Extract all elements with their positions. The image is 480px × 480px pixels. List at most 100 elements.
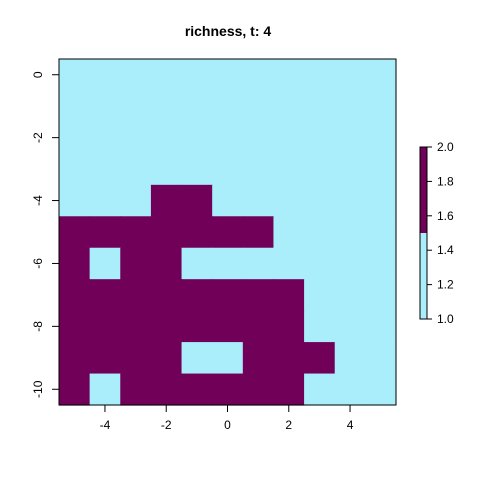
x-tick-label: 4 — [347, 418, 354, 432]
heatmap-cell — [242, 373, 275, 406]
heatmap-cell — [304, 216, 336, 249]
colorbar-tick-label: 2.0 — [437, 140, 454, 154]
heatmap-cell — [89, 342, 121, 375]
heatmap-cell — [334, 153, 366, 186]
heatmap-cell — [89, 90, 121, 123]
heatmap-cell — [181, 59, 213, 92]
heatmap-cell — [89, 373, 121, 406]
heatmap-cell — [273, 121, 305, 154]
x-tick-label: -4 — [100, 418, 111, 432]
heatmap-cell — [242, 184, 275, 217]
heatmap-cell — [150, 373, 183, 406]
heatmap-cell — [365, 247, 397, 280]
heatmap-cell — [212, 373, 244, 406]
heatmap-cell — [273, 310, 305, 343]
heatmap-cell — [181, 279, 213, 312]
heatmap-cell — [181, 153, 213, 186]
heatmap-cell — [59, 247, 91, 280]
heatmap-cell — [181, 216, 213, 249]
heatmap-cell — [212, 153, 244, 186]
heatmap-cell — [212, 216, 244, 249]
heatmap-cell — [365, 184, 397, 217]
colorbar-border — [419, 146, 428, 320]
heatmap-cell — [365, 90, 397, 123]
heatmap-cell — [59, 153, 91, 186]
heatmap-cell — [273, 373, 305, 406]
colorbar-tick-label: 1.6 — [437, 209, 454, 223]
heatmap-cell — [120, 247, 152, 280]
heatmap-cell — [150, 247, 183, 280]
y-axis: 0 -2 -4 -6 -8 -10 — [31, 71, 60, 398]
heatmap-cell — [150, 121, 183, 154]
heatmap-cell — [59, 373, 91, 406]
colorbar-tick-label: 1.4 — [437, 243, 454, 257]
heatmap-cell — [334, 310, 366, 343]
heatmap-cell — [304, 279, 336, 312]
heatmap-cell — [273, 247, 305, 280]
y-tick-label: -4 — [31, 195, 45, 206]
heatmap-cell — [304, 59, 336, 92]
heatmap-cell — [242, 59, 275, 92]
heatmap-cell — [181, 373, 213, 406]
heatmap-cell — [365, 153, 397, 186]
heatmap-cell — [59, 59, 91, 92]
heatmap-cell — [120, 279, 152, 312]
heatmap-cell — [120, 310, 152, 343]
heatmap-cell — [150, 59, 183, 92]
y-tick-label: -6 — [31, 258, 45, 269]
heatmap-cell — [212, 90, 244, 123]
heatmap-cell — [334, 184, 366, 217]
heatmap-cell — [242, 310, 275, 343]
y-tick-label: -2 — [31, 132, 45, 143]
heatmap-cell — [89, 184, 121, 217]
colorbar-tick-label: 1.8 — [437, 174, 454, 188]
heatmap-cell — [150, 90, 183, 123]
y-tick-label: 0 — [31, 71, 45, 78]
heatmap-cell — [120, 373, 152, 406]
heatmap-cell — [89, 279, 121, 312]
heatmap-cell — [304, 373, 336, 406]
heatmap-cell — [273, 216, 305, 249]
heatmap-cell — [150, 310, 183, 343]
heatmap-cell — [150, 216, 183, 249]
heatmap-cell — [242, 216, 275, 249]
heatmap-cell — [89, 59, 121, 92]
colorbar-tick-label: 1.0 — [437, 312, 454, 326]
heatmap-cell — [89, 216, 121, 249]
heatmap-cell — [304, 184, 336, 217]
heatmap-cell — [212, 310, 244, 343]
heatmap-cell — [59, 342, 91, 375]
heatmap-cell — [212, 121, 244, 154]
heatmap-cell — [120, 216, 152, 249]
heatmap-cell — [181, 184, 213, 217]
heatmap-cell — [365, 310, 397, 343]
heatmap-cell — [334, 59, 366, 92]
x-tick-label: 2 — [285, 418, 292, 432]
heatmap-cell — [120, 184, 152, 217]
heatmap-cell — [273, 279, 305, 312]
heatmap-cell — [120, 90, 152, 123]
heatmap-cell — [334, 342, 366, 375]
colorbar-high-segment — [420, 147, 427, 233]
colorbar-low-segment — [420, 233, 427, 319]
heatmap-cell — [150, 184, 183, 217]
colorbar-tick-label: 1.2 — [437, 278, 454, 292]
colorbar-legend: 1.0 1.2 1.4 1.6 1.8 2.0 — [419, 140, 454, 326]
heatmap-cell — [212, 342, 244, 375]
heatmap-cell — [304, 153, 336, 186]
heatmap-cell — [365, 373, 397, 406]
heatmap-cell — [365, 59, 397, 92]
heatmap-cell — [365, 121, 397, 154]
heatmap-cell — [120, 121, 152, 154]
heatmap-cell — [273, 342, 305, 375]
heatmap-cell — [242, 90, 275, 123]
heatmap-cell — [334, 247, 366, 280]
heatmap-cell — [334, 373, 366, 406]
heatmap-cell — [365, 279, 397, 312]
heatmap-cell — [89, 310, 121, 343]
x-axis: -4 -2 0 2 4 — [100, 404, 354, 432]
heatmap-cell — [304, 310, 336, 343]
heatmap-cell — [181, 121, 213, 154]
